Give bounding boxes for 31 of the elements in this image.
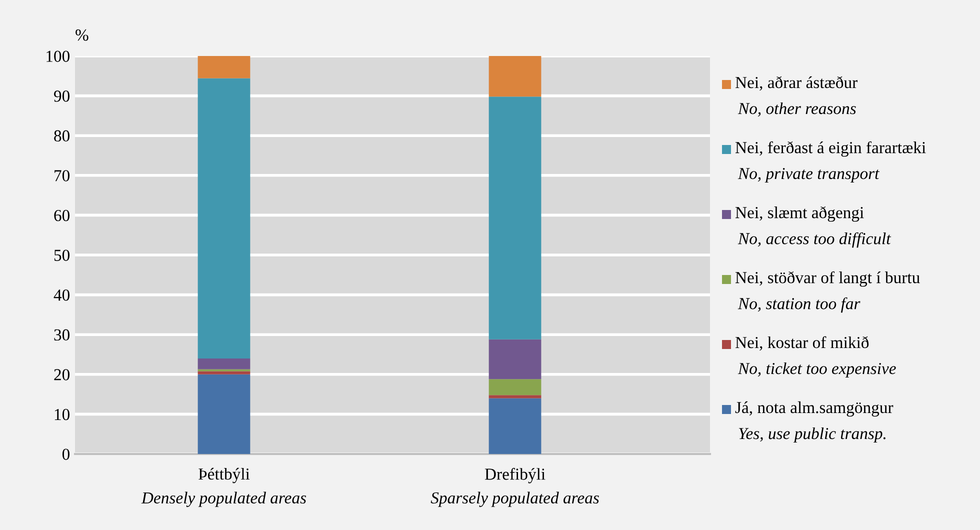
bar: [198, 374, 250, 454]
x-tick-label: Drefibýli Sparsely populated areas: [430, 468, 599, 507]
y-tick-label: 90: [54, 90, 70, 102]
y-tick-label: 100: [46, 50, 70, 62]
legend-label: Nei, slæmt aðgengi No, access too difficult: [735, 206, 892, 248]
legend-label: Nei, kostar of mikið No, ticket too expensive: [735, 336, 896, 378]
legend-label: Nei, aðrar ástæður No, other reasons: [735, 76, 858, 117]
legend-label: Nei, stöðvar of langt í burtu No, station too far: [735, 271, 920, 313]
y-axis-title: %: [76, 29, 88, 41]
legend-label: Nei, ferðast á eigin farartæki No, private transport: [735, 141, 926, 183]
bar: [488, 395, 542, 398]
legend-label: Já, nota alm.samgöngur Yes, use public transp.: [735, 401, 894, 443]
bar: [198, 371, 250, 374]
bar: [198, 78, 250, 358]
bar: [488, 379, 542, 396]
y-tick-label: 20: [54, 369, 70, 380]
y-tick-label: 0: [62, 448, 70, 460]
y-tick-label: 80: [54, 130, 70, 142]
y-tick-label: 10: [54, 408, 70, 420]
y-tick-label: 30: [54, 329, 70, 341]
bar: [488, 398, 542, 454]
y-tick-label: 70: [54, 170, 70, 182]
x-tick-label: Þéttbýli Densely populated areas: [141, 468, 306, 507]
bar: [488, 96, 542, 340]
bar: [198, 56, 250, 78]
bar: [488, 56, 542, 97]
y-tick-label: 40: [54, 290, 70, 301]
bar: [198, 358, 250, 370]
y-tick-label: 60: [54, 210, 70, 222]
y-tick-label: 50: [54, 250, 70, 261]
bar: [488, 339, 542, 380]
